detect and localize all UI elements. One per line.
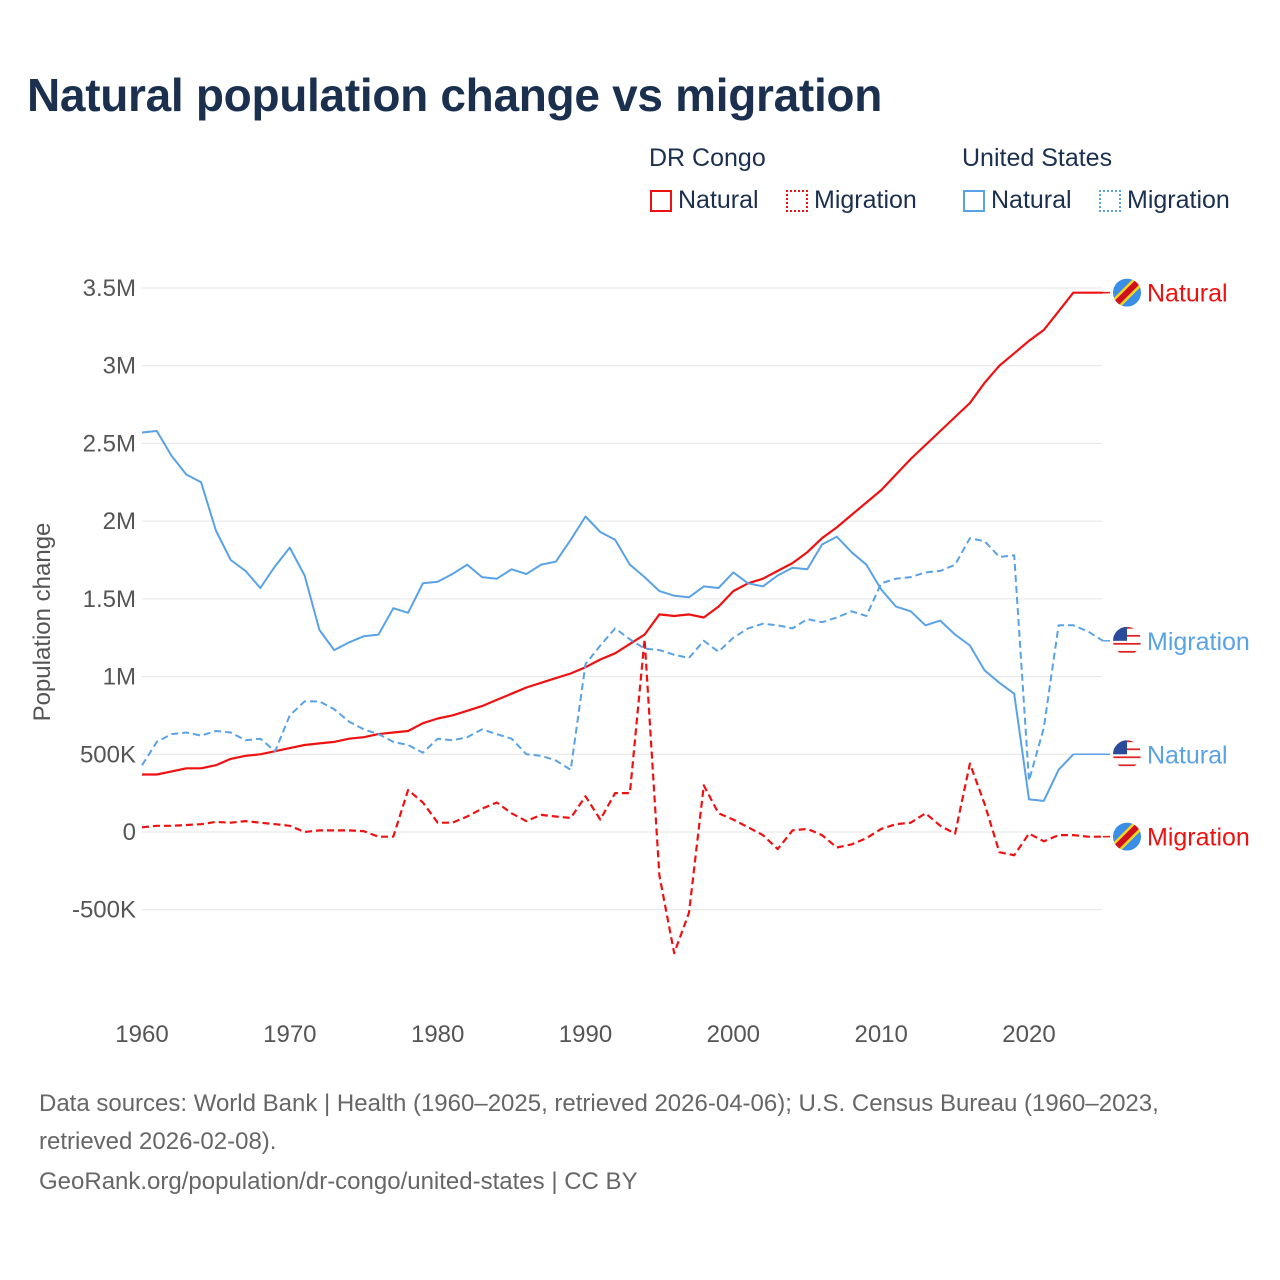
drc-flag-icon xyxy=(1113,822,1141,851)
series-end-label-drc-migration: Migration xyxy=(1147,824,1250,852)
series-end-label-us-migration: Migration xyxy=(1147,628,1250,656)
x-tick-label: 1980 xyxy=(411,1021,464,1048)
us-flag-icon xyxy=(1113,626,1141,655)
y-tick-label: 3M xyxy=(103,353,136,380)
legend-drc-natural[interactable]: Natural xyxy=(650,186,759,215)
legend-swatch-dotted xyxy=(1099,189,1121,212)
line-chart: -500K 0 500K 1M 1.5M 2M 2.5M 3M 3.5M 1960 1970 1980… xyxy=(29,275,1250,1048)
y-tick-label: 0 xyxy=(123,819,136,846)
y-tick-label: 2M xyxy=(103,508,136,535)
x-tick-label: 1970 xyxy=(263,1021,316,1048)
footer-sources-cont: retrieved 2026-02-08). xyxy=(39,1128,277,1155)
series-line-drc-migration xyxy=(141,638,1103,955)
legend-swatch-dotted xyxy=(786,189,808,212)
legend-label: Migration xyxy=(814,186,917,214)
legend-us-natural[interactable]: Natural xyxy=(963,186,1072,215)
legend-swatch-solid xyxy=(650,189,672,212)
series-end-label-drc-natural: Natural xyxy=(1147,280,1228,308)
series-line-us-migration xyxy=(141,537,1104,782)
y-axis-label: Population change xyxy=(29,523,56,722)
legend-drc-migration[interactable]: Migration xyxy=(786,186,917,215)
legend-group-us: United States xyxy=(962,144,1113,172)
x-tick-label: 1990 xyxy=(559,1021,612,1048)
legend-label: Natural xyxy=(991,186,1072,214)
y-tick-label: 1M xyxy=(103,664,136,691)
y-tick-label: 3.5M xyxy=(83,275,136,302)
y-tick-label: 500K xyxy=(80,741,136,768)
legend-us-migration[interactable]: Migration xyxy=(1099,186,1230,215)
footer-sources: Data sources: World Bank | Health (1960–… xyxy=(39,1090,1159,1117)
series-line-drc-natural xyxy=(142,291,1103,776)
x-tick-label: 2020 xyxy=(1002,1021,1055,1048)
legend-label: Migration xyxy=(1127,186,1230,214)
y-tick-label: 1.5M xyxy=(83,586,136,613)
series-end-label-us-natural: Natural xyxy=(1147,741,1228,769)
series-line-us-natural xyxy=(141,430,1075,802)
legend-group-drc: DR Congo xyxy=(649,144,766,172)
x-tick-label: 2010 xyxy=(854,1021,907,1048)
x-tick-label: 1960 xyxy=(115,1021,168,1048)
chart-title: Natural population change vs migration xyxy=(27,69,883,121)
footer-link[interactable]: GeoRank.org/population/dr-congo/united-s… xyxy=(39,1168,638,1195)
x-tick-label: 2000 xyxy=(707,1021,760,1048)
legend-swatch-solid xyxy=(963,189,985,212)
y-tick-label: -500K xyxy=(72,897,136,924)
us-flag-icon xyxy=(1113,740,1141,769)
legend-label: Natural xyxy=(678,186,759,214)
y-tick-label: 2.5M xyxy=(83,430,136,457)
drc-flag-icon xyxy=(1113,278,1141,307)
